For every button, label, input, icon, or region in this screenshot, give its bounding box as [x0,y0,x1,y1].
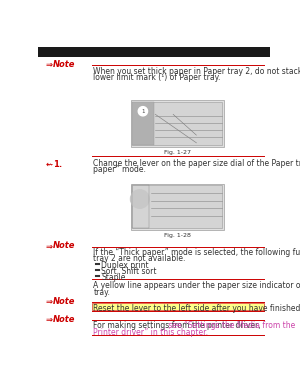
Text: lower limit mark (¹) of Paper tray.: lower limit mark (¹) of Paper tray. [93,73,221,82]
Text: When you set thick paper in Paper tray 2, do not stack paper above the: When you set thick paper in Paper tray 2… [93,67,300,76]
Bar [132,185,149,228]
Bar [132,102,154,145]
Text: ⇒: ⇒ [45,241,52,250]
Circle shape [138,107,148,116]
Bar [38,47,270,57]
Bar [132,185,222,228]
Text: ⇜: ⇜ [45,160,52,169]
Text: tray 2 are not available.: tray 2 are not available. [93,255,186,263]
Text: 1.: 1. [53,160,62,169]
Text: ⇒: ⇒ [45,60,52,69]
Bar [92,303,264,310]
Text: Reset the lever to the left side after you have finished printing on thick paper: Reset the lever to the left side after y… [93,304,300,313]
Text: tray.: tray. [93,288,110,296]
Bar [130,100,224,147]
Bar [130,184,224,230]
Text: Staple: Staple [101,273,125,282]
Text: Printer driver” in this chapter.: Printer driver” in this chapter. [93,327,208,337]
Text: Note: Note [53,241,75,250]
Text: Fig. 1-27: Fig. 1-27 [164,150,190,155]
Text: ⇒: ⇒ [45,297,52,306]
Text: A yellow line appears under the paper size indicator on the front of the Paper: A yellow line appears under the paper si… [93,281,300,290]
Text: ⇒: ⇒ [45,315,52,324]
Bar [132,102,222,145]
Text: Change the lever on the paper size dial of the Paper tray 2 to the “Thick: Change the lever on the paper size dial … [93,159,300,168]
Text: Fig. 1-28: Fig. 1-28 [164,233,190,238]
Text: For making settings from the printer driver,: For making settings from the printer dri… [93,321,261,331]
Circle shape [130,190,149,208]
Text: Note: Note [53,315,75,324]
Text: see “Settings the Media from the: see “Settings the Media from the [166,321,296,331]
Text: Note: Note [53,60,75,69]
Text: If the “Thick paper” mode is selected, the following functions using Paper: If the “Thick paper” mode is selected, t… [93,248,300,257]
Text: Note: Note [53,297,75,306]
Text: paper” mode.: paper” mode. [93,165,146,174]
Text: Duplex print: Duplex print [101,261,149,270]
Text: Sort, Shift sort: Sort, Shift sort [101,267,157,276]
Text: 1: 1 [141,109,145,114]
